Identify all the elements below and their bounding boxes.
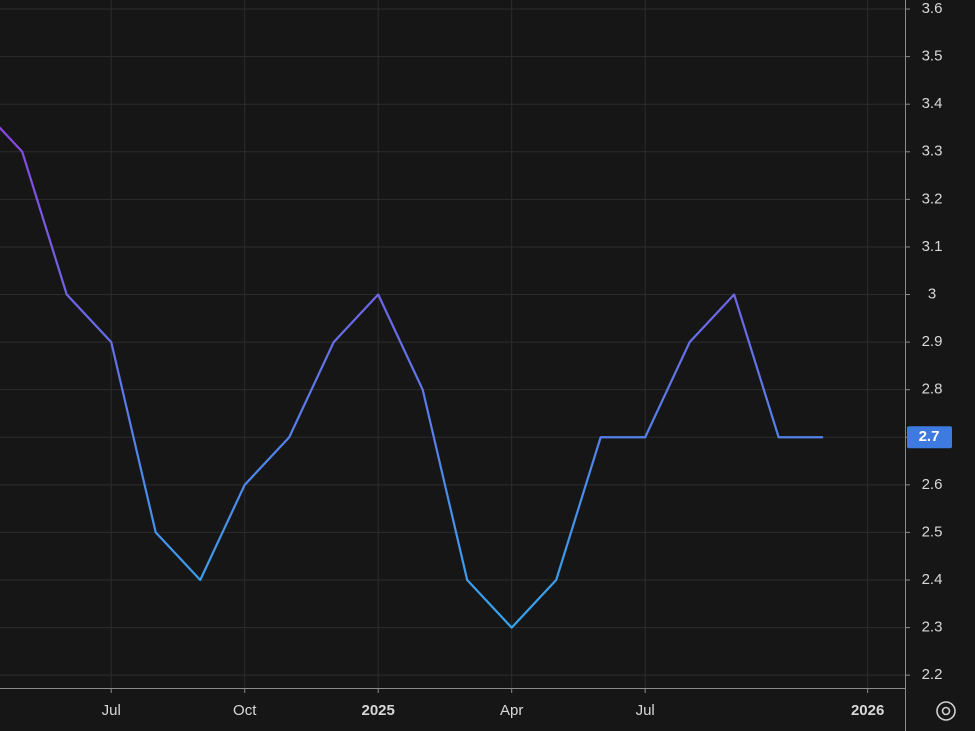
- line-series: [0, 126, 824, 629]
- y-tick-label: 3.2: [922, 190, 943, 207]
- x-tick-label: 2025: [362, 702, 395, 719]
- last-value-label: 2.7: [919, 428, 940, 445]
- x-tick-label: Apr: [500, 702, 523, 719]
- y-tick-label: 3.1: [922, 238, 943, 255]
- y-tick-label: 2.2: [922, 666, 943, 683]
- y-tick-label: 3: [928, 285, 936, 302]
- y-tick-label: 2.6: [922, 476, 943, 493]
- y-tick-label: 3.3: [922, 143, 943, 160]
- last-value-badge: [907, 426, 952, 449]
- x-tick-label: Oct: [233, 702, 257, 719]
- y-tick-label: 2.3: [922, 619, 943, 636]
- y-tick-label: 3.4: [922, 95, 943, 112]
- gear-outline[interactable]: [936, 701, 956, 721]
- x-tick-label: Jul: [636, 702, 655, 719]
- settings-icon[interactable]: [936, 701, 956, 721]
- grid: [0, 0, 905, 688]
- y-tick-label: 2.4: [922, 571, 943, 588]
- gear-center[interactable]: [941, 706, 951, 716]
- y-tick-label: 2.9: [922, 333, 943, 350]
- y-tick-label: 2.5: [922, 523, 943, 540]
- x-tick-label: Jul: [102, 702, 121, 719]
- y-tick-label: 3.5: [922, 48, 943, 65]
- y-tick-label: 3.6: [922, 0, 943, 17]
- x-tick-label: 2026: [851, 702, 884, 719]
- y-tick-label: 2.8: [922, 381, 943, 398]
